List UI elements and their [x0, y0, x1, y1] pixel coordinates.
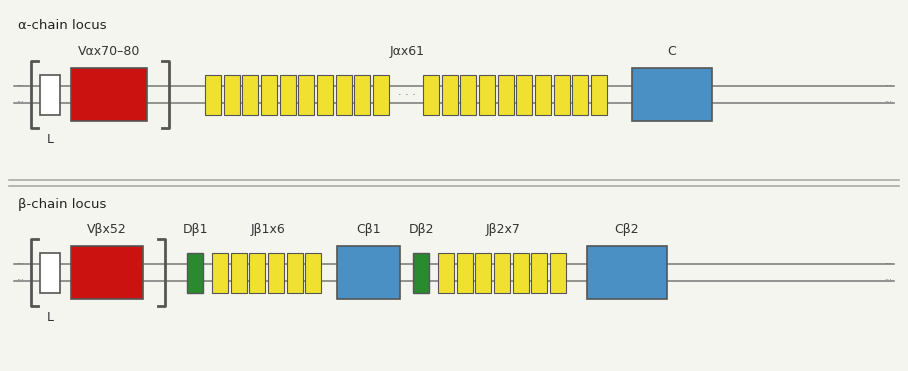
Bar [441, 75, 458, 115]
Bar [187, 253, 203, 293]
Bar [338, 246, 400, 299]
Text: β-chain locus: β-chain locus [18, 197, 106, 211]
Text: L: L [46, 311, 54, 324]
Bar [305, 253, 321, 293]
Text: Vαx70–80: Vαx70–80 [78, 45, 141, 58]
Bar [554, 75, 569, 115]
Bar [591, 75, 607, 115]
Text: Dβ2: Dβ2 [409, 223, 434, 236]
Text: ···: ··· [15, 98, 24, 108]
Bar [287, 253, 302, 293]
Bar [268, 253, 284, 293]
Text: ···: ··· [884, 82, 893, 91]
Text: Jβ2x7: Jβ2x7 [486, 223, 521, 236]
Bar [250, 253, 265, 293]
Bar [550, 253, 566, 293]
Bar [299, 75, 314, 115]
Bar [354, 75, 370, 115]
Text: ···: ··· [884, 276, 893, 286]
Bar [632, 68, 712, 121]
Text: Vβx52: Vβx52 [87, 223, 127, 236]
Bar [494, 253, 510, 293]
Text: ···: ··· [15, 82, 24, 91]
Bar [517, 75, 532, 115]
Bar [572, 75, 588, 115]
Bar [531, 253, 548, 293]
Text: Cβ1: Cβ1 [356, 223, 380, 236]
Bar [205, 75, 221, 115]
Bar [317, 75, 333, 115]
Bar [460, 75, 477, 115]
Bar [261, 75, 277, 115]
Text: Jαx61: Jαx61 [390, 45, 425, 58]
Text: C: C [667, 45, 676, 58]
Bar [498, 75, 514, 115]
Text: Cβ2: Cβ2 [615, 223, 639, 236]
Text: ···: ··· [884, 260, 893, 269]
Bar [40, 75, 60, 115]
Bar [280, 75, 296, 115]
Bar [336, 75, 351, 115]
Bar [587, 246, 666, 299]
Bar [479, 75, 495, 115]
Text: Dβ1: Dβ1 [183, 223, 208, 236]
Bar [423, 75, 439, 115]
Bar [438, 253, 454, 293]
Bar [40, 253, 60, 293]
Bar [212, 253, 228, 293]
Bar [513, 253, 528, 293]
Bar [72, 68, 147, 121]
Text: ···: ··· [15, 260, 24, 269]
Text: ···: ··· [884, 98, 893, 108]
Bar [373, 75, 389, 115]
Text: Jβ1x6: Jβ1x6 [251, 223, 285, 236]
Bar [242, 75, 258, 115]
Bar [535, 75, 551, 115]
Bar [223, 75, 240, 115]
Bar [231, 253, 247, 293]
Bar [72, 246, 143, 299]
Text: · · ·: · · · [398, 90, 416, 99]
Text: α-chain locus: α-chain locus [18, 19, 106, 33]
Text: ···: ··· [15, 276, 24, 286]
Bar [457, 253, 473, 293]
Bar [413, 253, 429, 293]
Text: L: L [46, 133, 54, 146]
Bar [476, 253, 491, 293]
